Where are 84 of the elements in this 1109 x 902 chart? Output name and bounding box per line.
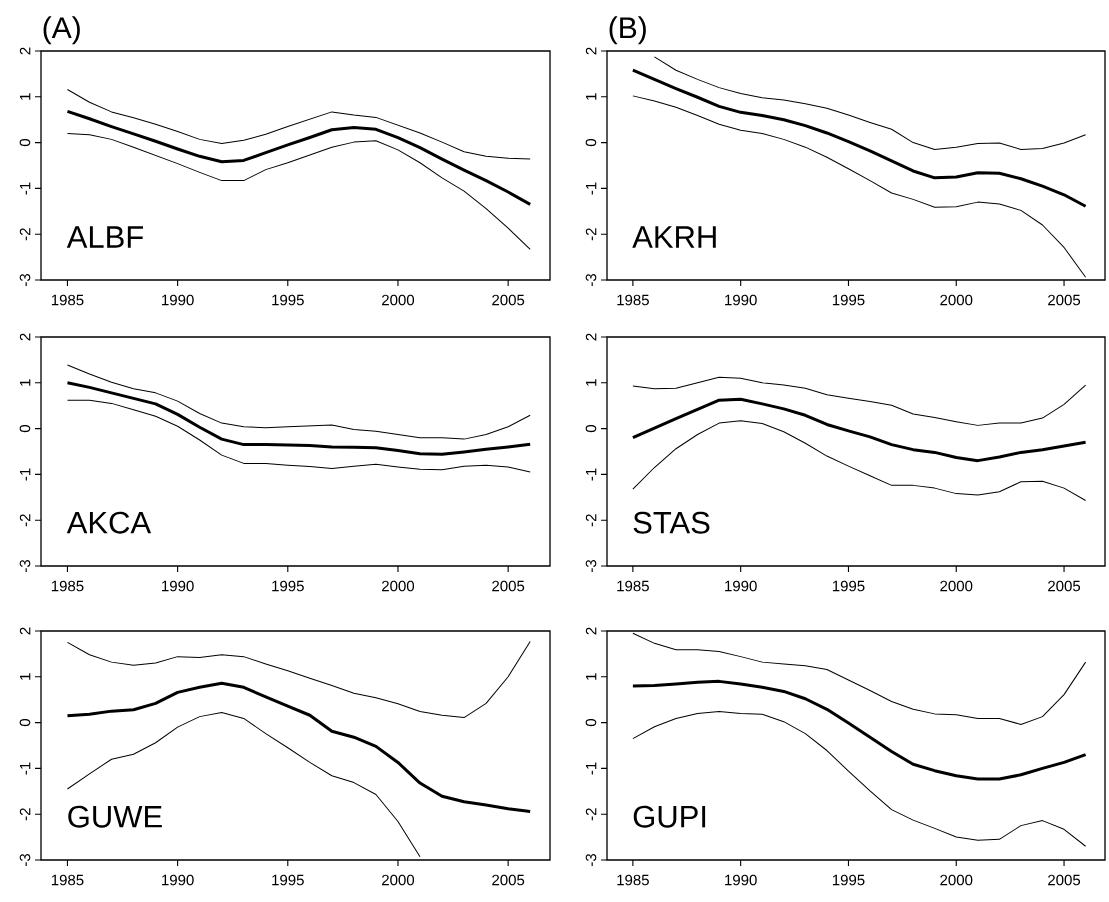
x-tick-label: 1985 [51, 874, 84, 886]
line-series [65, 381, 532, 456]
y-tick-label: -3 [585, 853, 597, 866]
annotation: GUPI [633, 805, 706, 828]
y-tick-label: -1 [19, 182, 31, 195]
x-tick-label: 1985 [617, 580, 649, 592]
annotation: AKCA [66, 511, 152, 534]
y-tick-label: -1 [19, 468, 31, 481]
y-tick-label: -1 [19, 762, 31, 775]
chart-title: (A) [43, 16, 80, 45]
x-tick-label: 2000 [382, 874, 415, 886]
line-series [65, 109, 532, 206]
annotation: STAS [633, 511, 710, 534]
y-tick-label: 2 [19, 47, 31, 55]
y-tick-label: -3 [19, 559, 31, 572]
line-series [66, 712, 421, 858]
y-tick-label: -1 [585, 182, 597, 195]
x-tick-label: 1995 [272, 580, 304, 592]
line-series [632, 711, 1087, 847]
line-series [631, 679, 1088, 781]
y-tick-label: -2 [585, 514, 597, 527]
y-tick-label: -1 [585, 468, 597, 481]
x-tick-label: 2000 [382, 294, 415, 306]
x-tick-label: 2000 [940, 580, 973, 592]
y-tick-label: -3 [19, 273, 31, 286]
line-series [653, 56, 1087, 150]
x-tick-label: 2005 [1048, 874, 1081, 886]
y-tick-label: 2 [585, 627, 597, 635]
annotation: GUWE [68, 805, 162, 828]
y-tick-label: 1 [19, 93, 31, 100]
y-tick-label: -2 [19, 808, 31, 821]
x-tick-label: 1985 [51, 294, 84, 306]
y-tick-label: 0 [585, 138, 597, 147]
x-tick-label: 2000 [940, 294, 973, 306]
line-series [66, 399, 531, 473]
x-tick-label: 2005 [492, 580, 525, 592]
annotation: AKRH [632, 226, 716, 248]
y-tick-label: 0 [19, 719, 31, 727]
x-tick-label: 1990 [162, 874, 194, 886]
x-tick-label: 2005 [1048, 294, 1081, 306]
y-tick-label: -2 [585, 228, 597, 241]
x-tick-label: 1990 [162, 580, 194, 592]
line-series [632, 95, 1087, 278]
x-tick-label: 1995 [272, 294, 304, 306]
line-series [66, 641, 531, 719]
y-tick-label: 2 [19, 333, 31, 341]
x-tick-label: 1995 [832, 294, 865, 306]
x-tick-label: 1995 [832, 580, 865, 592]
y-tick-label: -1 [585, 762, 597, 775]
x-tick-label: 1985 [617, 294, 649, 306]
y-tick-label: 0 [19, 425, 31, 433]
x-tick-label: 2000 [940, 874, 973, 886]
x-tick-label: 2005 [492, 874, 525, 886]
y-tick-label: 1 [585, 673, 597, 680]
y-tick-label: 1 [585, 379, 597, 386]
y-tick-label: 0 [585, 425, 597, 433]
y-tick-label: -3 [585, 559, 597, 572]
x-tick-label: 1995 [272, 874, 304, 886]
x-tick-label: 2005 [1048, 580, 1081, 592]
x-tick-label: 1995 [832, 874, 865, 886]
x-tick-label: 1990 [162, 294, 194, 306]
line-series [632, 420, 1087, 501]
y-tick-label: -2 [19, 514, 31, 527]
chart-title: (B) [609, 16, 646, 45]
x-tick-label: 1990 [725, 580, 757, 592]
x-tick-label: 1985 [617, 874, 649, 886]
x-tick-label: 1990 [725, 294, 757, 306]
y-tick-label: -3 [19, 853, 31, 866]
y-tick-label: 0 [19, 138, 31, 147]
y-tick-label: 0 [585, 719, 597, 727]
x-tick-label: 2000 [382, 580, 415, 592]
x-tick-label: 1990 [725, 874, 757, 886]
x-tick-label: 2005 [492, 294, 525, 306]
x-tick-label: 1985 [51, 580, 84, 592]
y-tick-label: -3 [585, 273, 597, 286]
y-tick-label: 2 [585, 333, 597, 341]
y-tick-label: 1 [19, 379, 31, 386]
annotation: ALBF [66, 226, 144, 248]
y-tick-label: -2 [19, 228, 31, 241]
y-tick-label: 2 [19, 627, 31, 635]
y-tick-label: 1 [585, 93, 597, 100]
y-tick-label: 2 [585, 47, 597, 55]
y-tick-label: -2 [585, 808, 597, 821]
y-tick-label: 1 [19, 673, 31, 680]
